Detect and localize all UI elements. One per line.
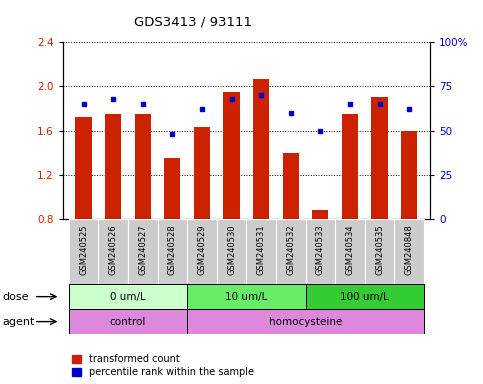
Bar: [194, 127, 210, 219]
Text: 0 um/L: 0 um/L: [110, 291, 146, 302]
Bar: [128, 219, 157, 284]
Bar: [75, 118, 92, 219]
Text: GDS3413 / 93111: GDS3413 / 93111: [134, 15, 252, 28]
Bar: [335, 219, 365, 284]
Bar: [306, 284, 424, 309]
Bar: [312, 210, 328, 219]
Bar: [69, 309, 187, 334]
Bar: [342, 114, 358, 219]
Text: GSM240534: GSM240534: [345, 224, 355, 275]
Text: GSM240533: GSM240533: [316, 224, 325, 275]
Bar: [401, 131, 417, 219]
Bar: [69, 284, 187, 309]
Bar: [253, 79, 270, 219]
Bar: [306, 219, 335, 284]
Text: GSM240526: GSM240526: [109, 224, 118, 275]
Bar: [394, 219, 424, 284]
Bar: [217, 219, 246, 284]
Text: dose: dose: [2, 291, 29, 302]
Bar: [223, 92, 240, 219]
Text: GSM240527: GSM240527: [138, 224, 147, 275]
Bar: [187, 284, 306, 309]
Bar: [99, 219, 128, 284]
Bar: [164, 158, 181, 219]
Text: GSM240535: GSM240535: [375, 224, 384, 275]
Bar: [187, 309, 424, 334]
Bar: [105, 114, 121, 219]
Text: GSM240531: GSM240531: [256, 224, 266, 275]
Bar: [157, 219, 187, 284]
Bar: [69, 219, 99, 284]
Legend: transformed count, percentile rank within the sample: transformed count, percentile rank withi…: [72, 354, 254, 377]
Bar: [371, 98, 388, 219]
Text: GSM240532: GSM240532: [286, 224, 295, 275]
Text: control: control: [110, 316, 146, 327]
Text: GSM240530: GSM240530: [227, 224, 236, 275]
Text: homocysteine: homocysteine: [269, 316, 342, 327]
Bar: [246, 219, 276, 284]
Text: GSM240525: GSM240525: [79, 224, 88, 275]
Text: 100 um/L: 100 um/L: [341, 291, 389, 302]
Bar: [283, 153, 299, 219]
Text: GSM240528: GSM240528: [168, 224, 177, 275]
Bar: [187, 219, 217, 284]
Bar: [276, 219, 306, 284]
Bar: [365, 219, 394, 284]
Text: 10 um/L: 10 um/L: [225, 291, 268, 302]
Text: agent: agent: [2, 316, 35, 327]
Text: GSM240848: GSM240848: [405, 224, 413, 275]
Text: GSM240529: GSM240529: [198, 224, 206, 275]
Bar: [135, 114, 151, 219]
